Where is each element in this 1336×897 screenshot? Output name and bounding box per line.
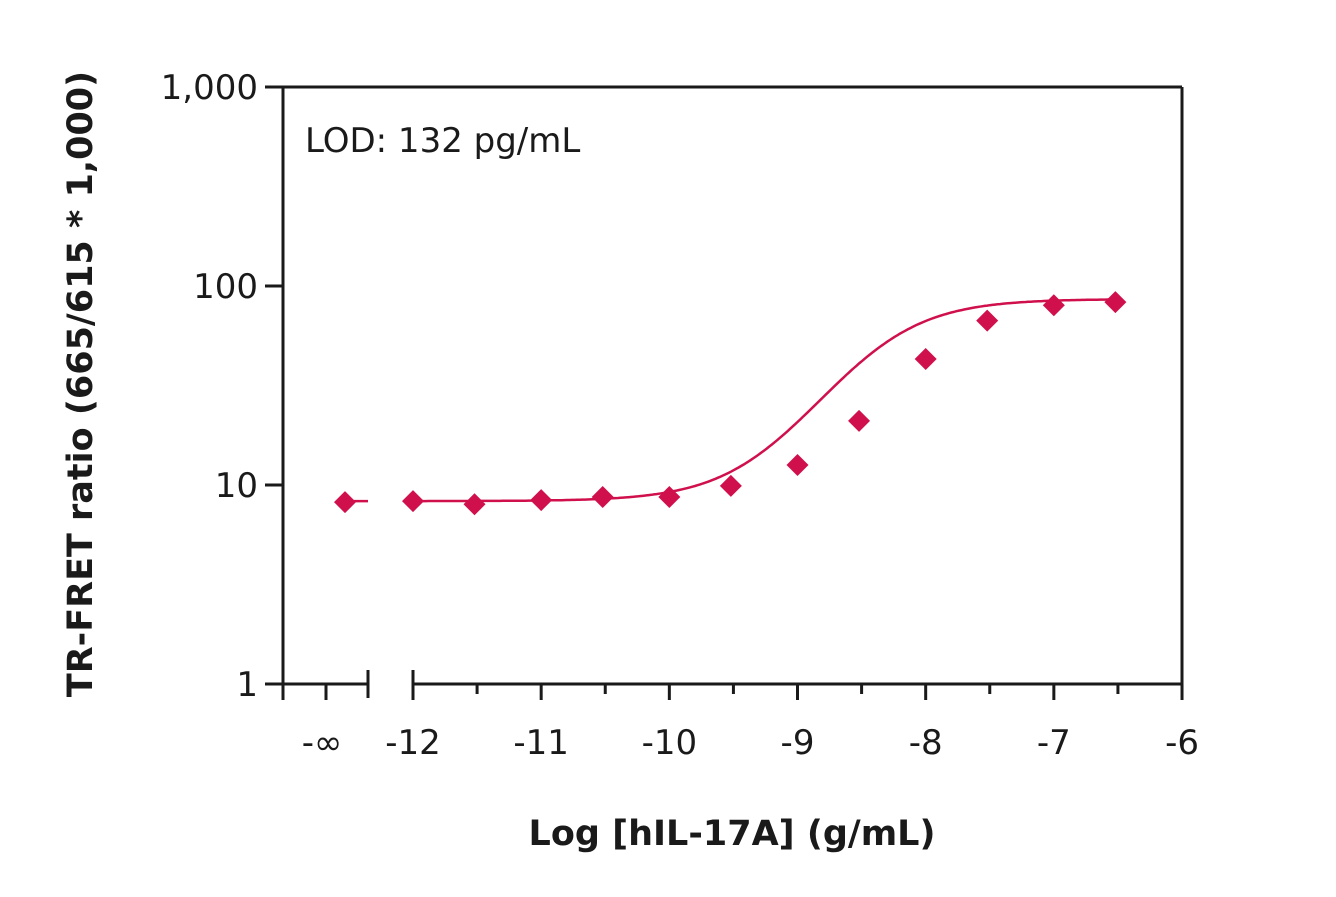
- data-point-diamond: [658, 486, 681, 509]
- x-tick-label: -7: [1037, 723, 1071, 763]
- x-tick-label-neg-infinity: -∞: [302, 723, 343, 763]
- x-tick-label: -6: [1165, 723, 1199, 763]
- x-axis-title: Log [hIL-17A] (g/mL): [529, 814, 936, 854]
- fit-curve: [413, 298, 1116, 503]
- data-point-diamond: [914, 347, 937, 370]
- data-points-layer: [334, 291, 1127, 516]
- data-point-diamond: [530, 489, 553, 512]
- x-tick-label: -12: [385, 723, 441, 763]
- data-point-diamond: [848, 409, 871, 432]
- lod-annotation: LOD: 132 pg/mL: [305, 121, 580, 161]
- data-point-diamond: [1042, 294, 1065, 317]
- data-point-diamond: [591, 486, 614, 509]
- data-point-diamond: [719, 474, 742, 497]
- data-point-diamond: [1104, 291, 1127, 314]
- data-point-diamond: [334, 491, 356, 514]
- data-point-diamond: [786, 454, 809, 477]
- y-tick-label: 1: [236, 665, 258, 705]
- y-axis: 1 10 100 1,000: [161, 68, 283, 705]
- plot-frame: [281, 85, 1184, 698]
- y-axis-title: TR-FRET ratio (665/615 * 1,000): [61, 71, 101, 697]
- data-point-diamond: [463, 493, 486, 516]
- x-tick-label: -10: [642, 723, 698, 763]
- x-tick-label: -11: [513, 723, 569, 763]
- x-tick-label: -8: [909, 723, 943, 763]
- data-point-diamond: [402, 490, 424, 513]
- x-axis: -12 -11 -10 -9 -8 -7 -6 -∞: [281, 684, 1199, 763]
- fit-curve-layer: [345, 298, 1116, 503]
- y-tick-label: 10: [215, 466, 258, 506]
- y-tick-label: 100: [193, 267, 258, 307]
- x-tick-label: -9: [781, 723, 815, 763]
- y-tick-label: 1,000: [161, 68, 258, 108]
- data-point-diamond: [976, 309, 999, 332]
